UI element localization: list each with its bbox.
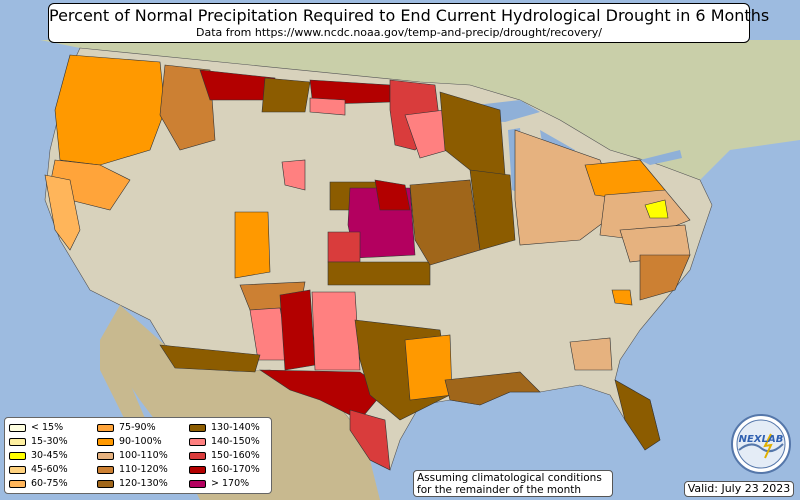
legend-item: 15-30%	[9, 436, 68, 448]
legend-item: 30-45%	[9, 450, 68, 462]
region-texas-south	[349, 409, 391, 471]
region-pacific-northwest	[54, 54, 166, 166]
legend-item: 100-110%	[97, 450, 168, 462]
region-oklahoma	[327, 261, 431, 286]
region-new-mexico-red	[279, 289, 316, 371]
legend-swatch	[9, 437, 26, 446]
region-gulf-coast	[444, 371, 541, 406]
legend-label: 30-45%	[31, 450, 68, 461]
legend-label: 100-110%	[119, 450, 168, 461]
legend-item: 60-75%	[9, 478, 68, 490]
region-illinois	[469, 169, 516, 251]
legend-label: 45-60%	[31, 464, 68, 475]
legend-label: 150-160%	[211, 450, 260, 461]
legend-swatch	[97, 479, 114, 488]
legend-item: 120-130%	[97, 478, 168, 490]
legend-swatch	[189, 465, 206, 474]
legend-swatch	[189, 479, 206, 488]
legend-swatch	[9, 479, 26, 488]
region-utah-colorado	[281, 159, 306, 191]
legend-item: 140-150%	[189, 436, 260, 448]
map-title-box: Percent of Normal Precipitation Required…	[48, 3, 770, 43]
legend-item: 110-120%	[97, 464, 168, 476]
legend-label: 120-130%	[119, 478, 168, 489]
region-iowa-red	[374, 179, 411, 211]
legend-swatch	[97, 451, 114, 460]
legend-label: > 170%	[211, 478, 250, 489]
region-maryland-yellow	[644, 199, 669, 219]
legend-item: 160-170%	[189, 464, 260, 476]
region-texas-panhandle	[311, 291, 361, 371]
legend-label: 60-75%	[31, 478, 68, 489]
legend-item: > 170%	[189, 478, 249, 490]
legend-swatch	[97, 423, 114, 432]
legend-item: 90-100%	[97, 436, 162, 448]
logo-text: NEXLAB	[739, 434, 784, 445]
legend-swatch	[97, 465, 114, 474]
valid-date: Valid: July 23 2023	[684, 481, 794, 497]
legend-swatch	[9, 451, 26, 460]
legend-label: < 15%	[31, 422, 64, 433]
region-florida	[614, 379, 661, 451]
legend-item: < 15%	[9, 422, 63, 434]
region-arizona-orange	[234, 211, 271, 279]
legend-swatch	[9, 423, 26, 432]
legend-item: 45-60%	[9, 464, 68, 476]
legend-item: 130-140%	[189, 422, 260, 434]
legend-label: 90-100%	[119, 436, 162, 447]
region-kansas-red	[327, 231, 361, 263]
region-missouri	[409, 179, 481, 266]
legend-swatch	[97, 437, 114, 446]
legend-label: 15-30%	[31, 436, 68, 447]
note-line: Assuming climatological conditions	[417, 472, 602, 484]
region-dakotas-red	[309, 79, 391, 105]
canada-landmass	[0, 40, 800, 180]
map-subtitle: Data from https://www.ncdc.noaa.gov/temp…	[196, 26, 602, 39]
region-montana-east	[261, 77, 311, 113]
region-southeast	[569, 337, 613, 371]
region-south-dakota	[309, 97, 346, 116]
nexlab-logo: NEXLAB	[731, 414, 791, 474]
region-new-mexico-brown	[159, 344, 261, 373]
legend-swatch	[189, 451, 206, 460]
climatology-note: Assuming climatological conditions for t…	[413, 470, 613, 497]
legend-item: 150-160%	[189, 450, 260, 462]
legend-swatch	[189, 423, 206, 432]
legend-label: 110-120%	[119, 464, 168, 475]
legend-label: 75-90%	[119, 422, 156, 433]
legend-swatch	[189, 437, 206, 446]
note-line: for the remainder of the month	[417, 484, 582, 496]
map-title: Percent of Normal Precipitation Required…	[49, 6, 770, 25]
legend-label: 130-140%	[211, 422, 260, 433]
legend-label: 160-170%	[211, 464, 260, 475]
drought-regions	[44, 54, 691, 471]
legend-item: 75-90%	[97, 422, 156, 434]
region-idaho-montana	[159, 64, 216, 151]
legend-label: 140-150%	[211, 436, 260, 447]
region-california-coast	[44, 174, 81, 251]
region-texas-orange	[404, 334, 453, 401]
region-indiana-ohio	[514, 129, 621, 246]
region-carolinas	[639, 254, 691, 301]
legend: < 15% 15-30% 30-45% 45-60% 60-75% 75-90%…	[4, 417, 272, 494]
legend-swatch	[9, 465, 26, 474]
region-georgia-orange	[611, 289, 633, 306]
